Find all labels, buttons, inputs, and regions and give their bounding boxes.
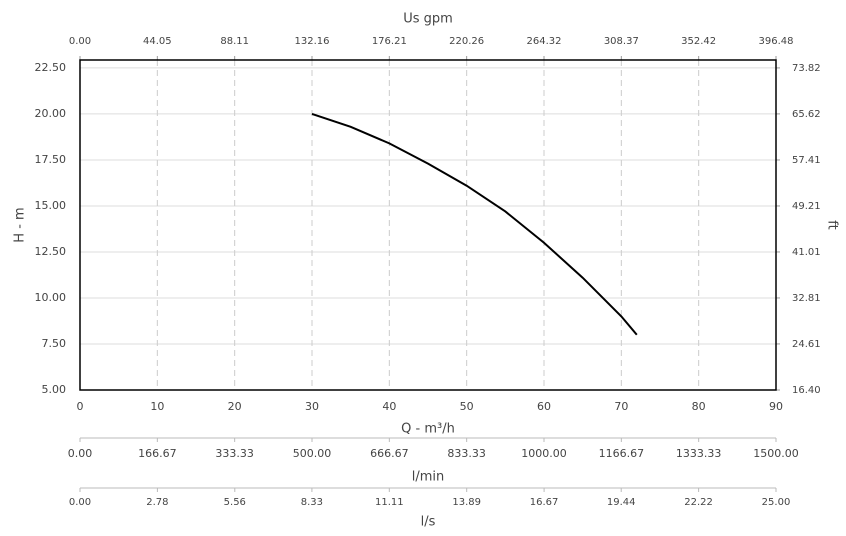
top-tick-label: 88.11 (220, 36, 249, 47)
y2-axis-title: ft (825, 220, 840, 229)
extra-tick-label: 1166.67 (599, 447, 645, 460)
y-tick-label: 5.00 (42, 383, 67, 396)
y2-tick-label: 41.01 (792, 247, 821, 258)
y2-tick-label: 49.21 (792, 201, 821, 212)
extra-tick-label: 1333.33 (676, 447, 722, 460)
extra-tick-label: 16.67 (530, 497, 559, 508)
top-tick-label: 396.48 (759, 36, 794, 47)
y2-tick-label: 24.61 (792, 339, 821, 350)
extra-tick-label: 500.00 (293, 447, 332, 460)
x-tick-label: 30 (305, 400, 319, 413)
extra-tick-label: 166.67 (138, 447, 177, 460)
extra-tick-label: 666.67 (370, 447, 409, 460)
extra-tick-label: 22.22 (684, 497, 713, 508)
y-tick-label: 10.00 (35, 291, 67, 304)
top-tick-label: 44.05 (143, 36, 172, 47)
top-tick-label: 264.32 (527, 36, 562, 47)
y2-tick-label: 73.82 (792, 63, 821, 74)
top-tick-label: 308.37 (604, 36, 639, 47)
y-tick-label: 17.50 (35, 153, 67, 166)
y2-tick-label: 32.81 (792, 293, 821, 304)
x-tick-label: 80 (692, 400, 706, 413)
extra-tick-label: 0.00 (69, 497, 91, 508)
top-tick-label: 352.42 (681, 36, 716, 47)
x-tick-label: 70 (614, 400, 628, 413)
extra-tick-label: 8.33 (301, 497, 323, 508)
y2-tick-label: 16.40 (792, 385, 821, 396)
extra-tick-label: 0.00 (68, 447, 93, 460)
top-tick-label: 220.26 (449, 36, 484, 47)
top-tick-label: 0.00 (69, 36, 91, 47)
extra-tick-label: 333.33 (215, 447, 254, 460)
top-tick-label: 132.16 (295, 36, 330, 47)
top-axis-title: Us gpm (403, 12, 453, 27)
extra-axis-title: l/s (421, 515, 436, 530)
extra-tick-label: 1500.00 (753, 447, 799, 460)
extra-tick-label: 19.44 (607, 497, 636, 508)
extra-tick-label: 2.78 (146, 497, 168, 508)
y-tick-label: 15.00 (35, 199, 67, 212)
y-tick-label: 22.50 (35, 61, 67, 74)
extra-tick-label: 25.00 (762, 497, 791, 508)
x-tick-label: 40 (382, 400, 396, 413)
y2-tick-label: 65.62 (792, 109, 821, 120)
x-axis-title: Q - m³/h (401, 422, 455, 437)
y2-tick-label: 57.41 (792, 155, 821, 166)
x-tick-label: 90 (769, 400, 783, 413)
y-tick-label: 7.50 (42, 337, 67, 350)
extra-tick-label: 13.89 (452, 497, 481, 508)
x-tick-label: 10 (150, 400, 164, 413)
x-tick-label: 0 (77, 400, 84, 413)
y-tick-label: 20.00 (35, 107, 67, 120)
extra-tick-label: 833.33 (447, 447, 486, 460)
plot-frame (79, 59, 777, 391)
x-tick-label: 60 (537, 400, 551, 413)
x-tick-label: 20 (228, 400, 242, 413)
x-tick-label: 50 (460, 400, 474, 413)
extra-axis-title: l/min (412, 470, 445, 485)
top-tick-label: 176.21 (372, 36, 407, 47)
extra-tick-label: 1000.00 (521, 447, 567, 460)
y-axis-title: H - m (13, 207, 28, 242)
y-tick-label: 12.50 (35, 245, 67, 258)
curve (311, 112, 638, 336)
extra-tick-label: 11.11 (375, 497, 404, 508)
extra-tick-label: 5.56 (224, 497, 246, 508)
